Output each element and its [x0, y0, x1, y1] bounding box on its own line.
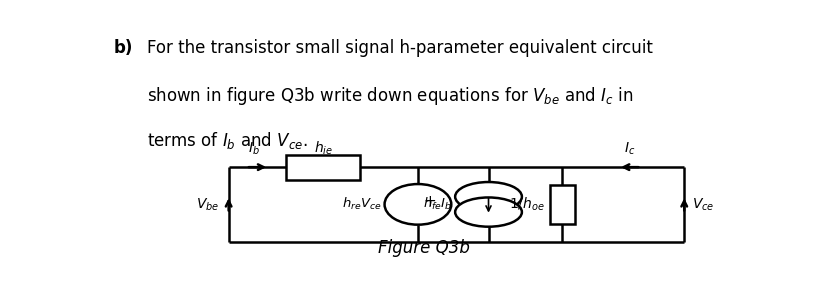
Text: $V_{ce}$: $V_{ce}$ — [691, 196, 714, 212]
Text: $V_{be}$: $V_{be}$ — [195, 196, 218, 212]
Text: Figure Q3b: Figure Q3b — [378, 239, 470, 257]
Text: $h_{fe}I_b$: $h_{fe}I_b$ — [423, 196, 452, 212]
Bar — [549, 185, 574, 224]
Text: +: + — [423, 194, 436, 209]
Ellipse shape — [384, 184, 451, 225]
Text: $h_{ie}$: $h_{ie}$ — [313, 139, 332, 157]
Text: $1/h_{oe}$: $1/h_{oe}$ — [509, 196, 544, 213]
Text: terms of $I_b$ and $V_{ce}$.: terms of $I_b$ and $V_{ce}$. — [147, 130, 308, 151]
Ellipse shape — [455, 182, 521, 211]
Text: shown in figure Q3b write down equations for $V_{be}$ and $I_c$ in: shown in figure Q3b write down equations… — [147, 85, 633, 107]
Text: b): b) — [113, 39, 132, 57]
Bar — [286, 155, 360, 180]
Text: $I_b$: $I_b$ — [248, 141, 260, 157]
Text: $I_c$: $I_c$ — [624, 141, 634, 157]
Text: For the transistor small signal h-parameter equivalent circuit: For the transistor small signal h-parame… — [147, 39, 653, 57]
Text: $h_{re}V_{ce}$: $h_{re}V_{ce}$ — [342, 196, 381, 212]
Ellipse shape — [455, 197, 521, 227]
